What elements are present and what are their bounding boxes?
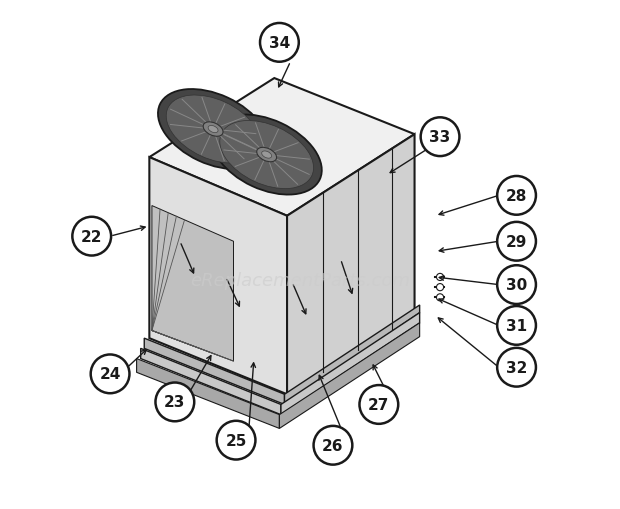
Ellipse shape — [158, 90, 268, 169]
Text: 32: 32 — [506, 360, 527, 375]
Circle shape — [314, 426, 352, 465]
Circle shape — [497, 348, 536, 387]
Text: 31: 31 — [506, 318, 527, 333]
Ellipse shape — [257, 148, 277, 162]
Circle shape — [260, 24, 299, 63]
Circle shape — [360, 385, 398, 424]
Polygon shape — [136, 359, 280, 429]
Polygon shape — [287, 135, 415, 394]
Text: 24: 24 — [99, 366, 121, 382]
Ellipse shape — [166, 96, 260, 164]
Ellipse shape — [262, 152, 272, 159]
Polygon shape — [141, 349, 281, 415]
Circle shape — [497, 177, 536, 215]
Ellipse shape — [211, 116, 322, 195]
Polygon shape — [152, 206, 234, 361]
Text: 29: 29 — [506, 234, 527, 249]
Text: 34: 34 — [269, 36, 290, 51]
Circle shape — [420, 118, 459, 157]
Circle shape — [436, 284, 444, 291]
Text: 27: 27 — [368, 397, 389, 412]
Circle shape — [91, 355, 130, 393]
Polygon shape — [285, 305, 420, 405]
Circle shape — [156, 383, 194, 421]
Ellipse shape — [219, 121, 314, 189]
Circle shape — [497, 266, 536, 304]
Text: 33: 33 — [430, 130, 451, 145]
Polygon shape — [144, 338, 285, 405]
Circle shape — [436, 274, 444, 281]
Circle shape — [216, 421, 255, 460]
Circle shape — [436, 294, 444, 301]
Polygon shape — [280, 323, 420, 429]
Text: 26: 26 — [322, 438, 343, 453]
Text: 25: 25 — [225, 433, 247, 448]
Circle shape — [497, 306, 536, 345]
Ellipse shape — [203, 123, 223, 137]
Text: eReplacementParts.com: eReplacementParts.com — [190, 271, 410, 289]
Ellipse shape — [208, 126, 218, 133]
Circle shape — [73, 217, 111, 256]
Text: 28: 28 — [506, 188, 527, 204]
Text: 22: 22 — [81, 229, 102, 244]
Text: 30: 30 — [506, 277, 527, 293]
Polygon shape — [149, 79, 415, 216]
Circle shape — [497, 222, 536, 261]
Text: 23: 23 — [164, 394, 185, 410]
Polygon shape — [281, 313, 420, 415]
Polygon shape — [149, 158, 287, 394]
